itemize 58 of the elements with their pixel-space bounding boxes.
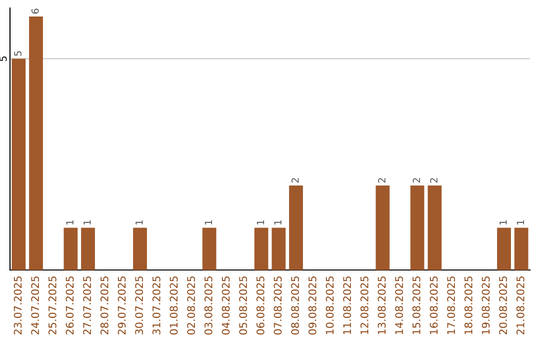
bar (29, 16, 43, 270)
x-tick-label: 04.08.2025 (222, 276, 230, 335)
bar (202, 228, 216, 270)
x-tick-label: 29.07.2025 (118, 276, 126, 334)
x-tick-label: 21.08.2025 (516, 276, 524, 334)
x-tick-label: 24.07.2025 (31, 276, 40, 334)
x-tick-label: 03.08.2025 (204, 276, 212, 335)
data-label: 1 (204, 220, 212, 225)
x-tick-label: 06.08.2025 (256, 276, 264, 335)
bar (497, 228, 511, 270)
bar (64, 228, 78, 270)
bar (254, 228, 268, 270)
x-tick-label: 17.08.2025 (447, 276, 456, 334)
data-label: 2 (412, 178, 420, 183)
x-tick-label: 14.08.2025 (395, 276, 404, 334)
x-tick-label: 30.07.2025 (135, 276, 144, 334)
x-tick-label: 05.08.2025 (239, 276, 248, 335)
x-tick-label: 02.08.2025 (187, 276, 196, 335)
x-tick-label: 19.08.2025 (482, 276, 490, 334)
data-label: 1 (516, 220, 524, 225)
data-label: 2 (378, 178, 386, 183)
data-label: 1 (66, 220, 74, 225)
bar (81, 228, 95, 270)
x-tick-label: 07.08.2025 (274, 276, 282, 335)
x-tick-label: 25.07.2025 (48, 276, 56, 334)
x-tick-label: 16.08.2025 (430, 276, 438, 334)
bar (12, 58, 26, 270)
bar (376, 185, 390, 270)
bar (428, 185, 442, 270)
data-label: 1 (500, 220, 507, 225)
x-tick-label: 09.08.2025 (308, 276, 316, 335)
bar (289, 185, 303, 270)
x-tick-label: 26.07.2025 (66, 276, 74, 334)
data-label: 1 (84, 220, 91, 225)
x-tick-label: 11.08.2025 (343, 276, 352, 334)
x-tick-label: 01.08.2025 (170, 276, 178, 335)
data-label: 6 (31, 8, 39, 14)
x-tick-label: 23.07.2025 (14, 276, 22, 334)
bar (272, 228, 286, 270)
x-tick-label: 18.08.2025 (464, 276, 472, 334)
x-tick-label: 28.07.2025 (100, 276, 108, 334)
x-tick-label: 08.08.2025 (291, 276, 300, 335)
x-tick-label: 20.08.2025 (499, 276, 508, 334)
bar (410, 185, 424, 270)
data-label: 1 (274, 220, 282, 225)
data-label: 5 (0, 56, 7, 62)
data-label: 2 (430, 178, 438, 183)
x-tick-label: 10.08.2025 (326, 276, 334, 334)
x-tick-label: 12.08.2025 (360, 276, 368, 334)
x-tick-label: 27.07.2025 (83, 276, 92, 334)
bar (514, 228, 528, 270)
data-label: 1 (136, 220, 143, 225)
x-tick-label: 31.07.2025 (152, 276, 160, 334)
data-label: 2 (291, 178, 299, 183)
x-tick-label: 15.08.2025 (412, 276, 420, 334)
bar (133, 228, 147, 270)
data-label: 1 (256, 220, 264, 225)
x-tick-label: 13.08.2025 (378, 276, 386, 334)
